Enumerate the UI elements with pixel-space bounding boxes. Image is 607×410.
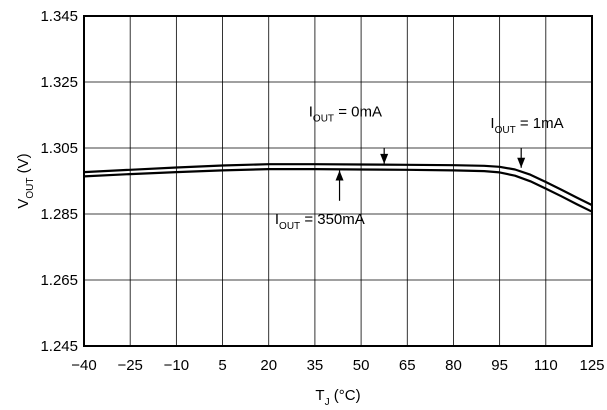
- annotation-label-value: = 350mA: [300, 211, 365, 228]
- x-tick-label: 65: [399, 357, 416, 374]
- x-tick-label: 110: [534, 357, 558, 374]
- plot-frame: [83, 15, 593, 347]
- y-tick-label: 1.265: [40, 272, 78, 289]
- annotation-label-main: I: [309, 104, 313, 121]
- x-tick-label: −10: [164, 357, 189, 374]
- x-tick-label: 95: [491, 357, 508, 374]
- x-tick-label: 80: [445, 357, 462, 374]
- x-tick-label: −40: [71, 357, 96, 374]
- y-tick-label: 1.325: [40, 74, 78, 91]
- annotation-arrow-head: [335, 170, 344, 181]
- annotation-label-subscript: OUT: [313, 114, 334, 125]
- x-tick-label: 125: [579, 357, 604, 374]
- series-line-2: [83, 168, 593, 213]
- y-axis-title-subscript: OUT: [25, 178, 36, 199]
- series-group: [83, 163, 593, 213]
- annotation-label-value: = 1mA: [516, 115, 564, 132]
- series-line-1: [83, 163, 593, 207]
- x-axis-title: TJ (°C): [315, 387, 360, 408]
- annotation-label-subscript: OUT: [495, 125, 516, 136]
- y-tick-label: 1.345: [40, 8, 78, 25]
- x-axis-title-unit: (°C): [330, 387, 361, 404]
- annotation-3: IOUT = 350mA: [275, 170, 365, 232]
- annotation-label-value: = 0mA: [334, 104, 382, 121]
- y-tick-label: 1.285: [40, 206, 78, 223]
- annotation-label-main: I: [490, 115, 494, 132]
- y-tick-label: 1.305: [40, 140, 78, 157]
- x-tick-label: 50: [353, 357, 370, 374]
- y-tick-labels: 1.245 1.265 1.285 1.305 1.325 1.345: [40, 8, 78, 355]
- x-tick-label: −25: [117, 357, 142, 374]
- y-axis-title: VOUT (V): [15, 153, 36, 208]
- annotation-1: IOUT = 0mA: [309, 104, 389, 164]
- x-tick-label: 5: [218, 357, 226, 374]
- x-tick-labels: −40 −25 −10 5 20 35 50 65 80 95 110 125: [71, 357, 604, 374]
- x-axis-title-main: T: [315, 387, 324, 404]
- annotation-label: IOUT = 350mA: [275, 211, 365, 232]
- annotation-arrow-head: [380, 153, 389, 164]
- y-tick-label: 1.245: [40, 338, 78, 355]
- annotation-label: IOUT = 1mA: [490, 115, 563, 136]
- annotation-2: IOUT = 1mA: [490, 115, 564, 168]
- grid: [84, 16, 592, 346]
- annotation-label-subscript: OUT: [279, 221, 300, 232]
- x-tick-label: 35: [307, 357, 324, 374]
- x-tick-label: 20: [260, 357, 277, 374]
- y-axis-title-unit: (V): [15, 153, 32, 177]
- annotation-label: IOUT = 0mA: [309, 104, 382, 125]
- annotation-arrow-head: [517, 157, 526, 168]
- x-axis-title-subscript: J: [325, 397, 330, 408]
- annotation-label-main: I: [275, 211, 279, 228]
- y-axis-title-main: V: [15, 199, 32, 209]
